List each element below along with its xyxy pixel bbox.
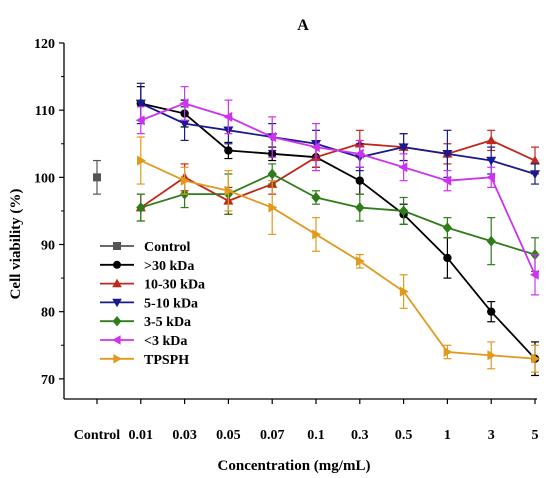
- y-tick-label: 80: [41, 306, 55, 321]
- data-point: [135, 115, 145, 126]
- data-point: [443, 346, 453, 358]
- data-point: [398, 205, 409, 217]
- legend-label: 10-30 kDa: [144, 278, 205, 293]
- data-point: [486, 135, 497, 145]
- series-1: [135, 129, 541, 222]
- legend-swatch-marker: [112, 316, 122, 327]
- data-point: [529, 170, 541, 180]
- series-0: [136, 86, 540, 377]
- legend-swatch-marker: [113, 354, 122, 364]
- data-point: [443, 253, 452, 263]
- legend-label: 5-10 kDa: [144, 296, 198, 311]
- y-tick-label: 70: [41, 373, 55, 388]
- series-line: [140, 102, 536, 175]
- y-tick-label: 90: [41, 239, 55, 254]
- data-point: [354, 148, 364, 159]
- legend-swatch-marker: [112, 298, 122, 308]
- legend-label: >30 kDa: [144, 259, 194, 274]
- x-tick-label: 0.01: [129, 428, 154, 443]
- data-point: [442, 150, 453, 159]
- legend: Control >30 kDa 10-30 kDa 5-10 kDa 3-5 kDa <3…: [100, 240, 205, 368]
- data-point: [136, 202, 146, 214]
- data-point: [224, 185, 234, 196]
- legend-label: Control: [144, 240, 191, 255]
- y-axis-label: Cell viability (%): [8, 189, 24, 300]
- data-point: [223, 111, 233, 122]
- x-tick-label: 0.05: [216, 428, 241, 443]
- data-point: [529, 155, 541, 165]
- data-point: [179, 119, 190, 129]
- series-line: [140, 172, 536, 256]
- y-tick-label: 120: [34, 37, 55, 52]
- data-point: [399, 286, 409, 297]
- series-5: [136, 136, 541, 373]
- data-point: [486, 172, 495, 183]
- x-tick-label: 0.1: [307, 428, 325, 443]
- data-point: [531, 353, 541, 364]
- data-point: [356, 256, 365, 267]
- data-point: [137, 155, 146, 166]
- legend-swatch-marker: [113, 260, 121, 269]
- x-tick-label: 3: [488, 428, 495, 443]
- x-tick-label: 1: [444, 428, 451, 443]
- data-point: [486, 235, 496, 247]
- plot-layer: 70 80 90 100 110 120 Control 0.01 0.03 0.05 0.07 0.…: [34, 37, 541, 443]
- series-line: [140, 102, 536, 276]
- legend-swatch-marker: [112, 278, 122, 288]
- y-tick-label: 110: [35, 104, 55, 119]
- series-3: [136, 163, 540, 272]
- x-tick-label: 0.3: [351, 428, 369, 443]
- data-point: [179, 98, 189, 109]
- data-point: [224, 146, 233, 155]
- data-point: [355, 202, 365, 214]
- legend-label: TPSPH: [144, 353, 189, 368]
- data-point: [135, 99, 146, 109]
- data-point: [355, 176, 364, 185]
- data-point: [442, 175, 452, 186]
- data-point: [267, 131, 276, 143]
- data-point: [267, 168, 277, 180]
- x-tick-label: 0.5: [395, 428, 413, 443]
- chart-title: A: [297, 17, 309, 34]
- series-4: [135, 86, 539, 296]
- data-point: [487, 307, 496, 316]
- data-point: [180, 175, 190, 186]
- series-line: [140, 159, 536, 360]
- legend-swatch-marker: [112, 335, 121, 345]
- control-point: [93, 173, 101, 182]
- x-axis-label: Concentration (mg/mL): [218, 458, 371, 474]
- y-tick-label: 100: [34, 171, 55, 186]
- data-point: [529, 269, 539, 280]
- data-point: [310, 142, 320, 153]
- data-point: [486, 156, 497, 166]
- data-point: [311, 192, 321, 203]
- legend-label: 3-5 kDa: [144, 315, 191, 330]
- x-tick-label: 0.07: [260, 428, 285, 443]
- x-tick-label: Control: [74, 428, 121, 443]
- x-tick-label: 0.03: [172, 428, 197, 443]
- data-point: [398, 162, 408, 173]
- legend-label: <3 kDa: [144, 334, 187, 349]
- x-tick-label: 5: [532, 428, 539, 443]
- data-point: [398, 143, 409, 153]
- data-point: [268, 202, 278, 213]
- data-point: [442, 222, 453, 234]
- series-line: [140, 102, 536, 360]
- data-point: [487, 350, 497, 361]
- data-point: [312, 229, 322, 240]
- legend-swatch-marker: [113, 242, 121, 250]
